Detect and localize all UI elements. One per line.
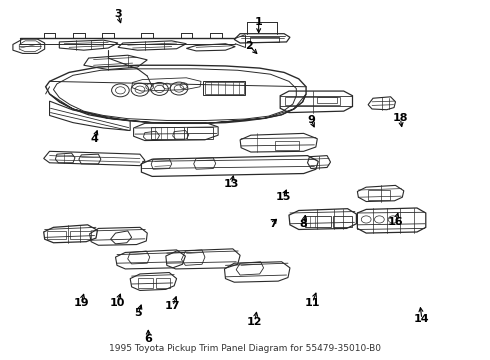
Text: 1995 Toyota Pickup Trim Panel Diagram for 55479-35010-B0: 1995 Toyota Pickup Trim Panel Diagram fo… — [109, 344, 381, 353]
Bar — [205, 82, 244, 94]
Text: 9: 9 — [307, 115, 315, 125]
Bar — [318, 97, 337, 103]
Text: 17: 17 — [165, 301, 180, 311]
Bar — [151, 127, 184, 139]
Text: 4: 4 — [91, 134, 98, 144]
Bar — [187, 127, 213, 139]
Bar — [250, 37, 279, 42]
Text: 5: 5 — [135, 309, 142, 318]
Text: 16: 16 — [388, 217, 403, 227]
Text: 13: 13 — [223, 179, 239, 189]
Bar — [305, 216, 331, 226]
Text: 1: 1 — [255, 17, 263, 27]
Bar — [203, 81, 245, 95]
Text: 7: 7 — [270, 219, 277, 229]
Text: 2: 2 — [245, 41, 253, 50]
Bar — [156, 278, 170, 288]
Text: 8: 8 — [300, 219, 308, 229]
Text: 12: 12 — [247, 317, 263, 327]
Bar — [368, 190, 390, 200]
Text: 10: 10 — [109, 298, 124, 308]
Text: 19: 19 — [74, 298, 89, 308]
Text: 11: 11 — [305, 298, 320, 308]
Text: 18: 18 — [392, 113, 408, 123]
Bar — [333, 216, 352, 226]
Text: 3: 3 — [114, 9, 122, 19]
Bar — [47, 231, 66, 239]
Text: 14: 14 — [414, 314, 430, 324]
Bar — [275, 140, 299, 149]
Bar — [70, 231, 91, 239]
Text: 15: 15 — [275, 192, 291, 202]
Text: 6: 6 — [145, 333, 152, 343]
Bar — [139, 278, 153, 288]
Bar — [285, 97, 340, 105]
